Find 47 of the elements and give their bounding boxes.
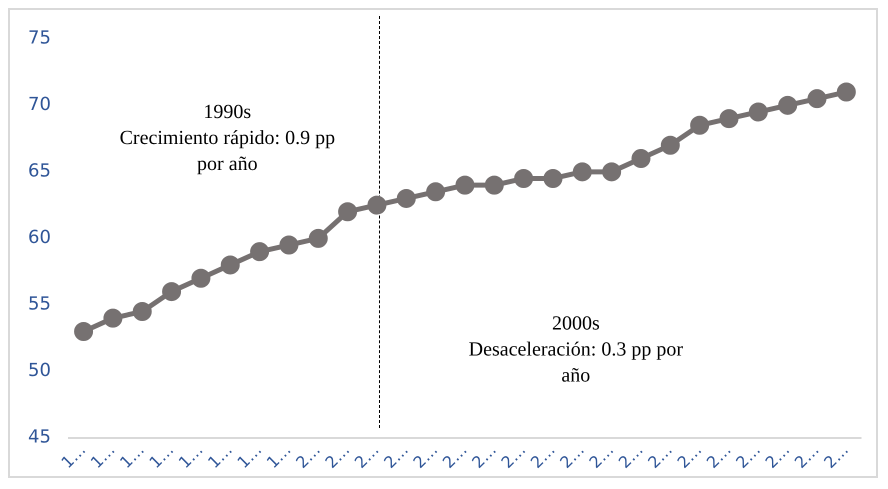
x-tick-label: 2…: [820, 440, 852, 472]
x-tick-label: 2…: [614, 440, 647, 472]
point: [396, 188, 416, 208]
point: [660, 136, 680, 155]
point: [455, 176, 474, 195]
annotation: 1990s Crecimiento rápido: 0.9 pp por año: [120, 100, 336, 175]
point: [74, 322, 94, 341]
point: [572, 162, 592, 182]
x-tick-label: 2…: [526, 440, 559, 472]
point: [250, 242, 270, 262]
y-tick-label: 45: [28, 426, 51, 448]
x-tick-label: 2…: [702, 440, 735, 472]
y-tick-label: 70: [28, 94, 51, 115]
y-tick-label: 60: [28, 227, 51, 248]
x-tick-label: 2…: [790, 440, 823, 472]
x-tick-label: 1…: [86, 440, 119, 472]
point: [602, 162, 622, 182]
point: [543, 168, 562, 188]
point: [836, 82, 856, 102]
point: [778, 96, 798, 115]
x-tick-label: 2…: [350, 440, 383, 472]
point: [220, 255, 240, 274]
point: [308, 228, 328, 248]
y-tick-label: 65: [28, 160, 51, 182]
point: [514, 168, 534, 188]
point: [426, 182, 446, 202]
point: [690, 116, 710, 135]
point: [367, 196, 386, 215]
point: [484, 176, 504, 195]
y-tick-label: 55: [28, 294, 51, 315]
point: [807, 89, 826, 108]
point: [191, 268, 210, 288]
point: [103, 308, 122, 328]
point: [631, 149, 650, 168]
y-tick-label: 50: [28, 360, 51, 382]
x-tick-label: 1…: [262, 440, 295, 472]
x-tick-label: 2…: [438, 440, 471, 472]
x-tick-label: 1…: [57, 440, 90, 472]
y-tick-label: 75: [28, 27, 51, 48]
point: [162, 282, 182, 302]
x-tick-label: 1…: [174, 440, 207, 472]
point: [279, 236, 298, 255]
point: [338, 202, 358, 222]
point: [719, 109, 738, 128]
point: [132, 302, 152, 322]
annotation: 2000s Desaceleración: 0.3 pp por año: [468, 312, 684, 386]
point: [748, 102, 768, 122]
